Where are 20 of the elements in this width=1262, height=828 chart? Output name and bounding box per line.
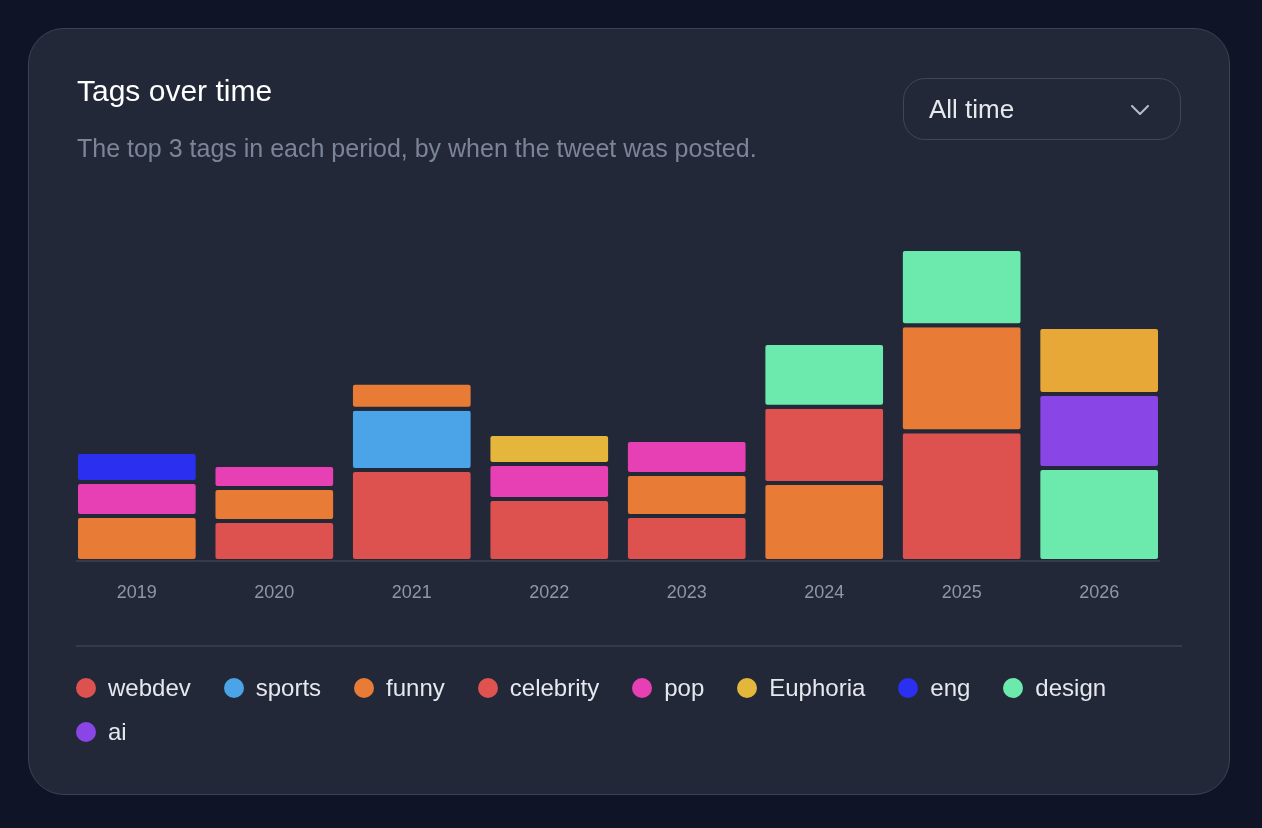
x-tick-label: 2021 <box>391 582 432 602</box>
chart-subtitle: The top 3 tags in each period, by when the tweet was posted. <box>77 133 758 164</box>
x-tick-label: 2020 <box>254 582 295 602</box>
x-tick-label: 2022 <box>529 582 570 602</box>
x-tick-label: 2019 <box>116 582 157 602</box>
x-tick-label: 2026 <box>1079 582 1120 602</box>
legend-label: pop <box>664 674 705 702</box>
legend-label: ai <box>108 718 127 746</box>
legend-label: Euphoria <box>769 674 866 702</box>
legend-label: celebrity <box>509 674 600 702</box>
legend-label: funny <box>386 674 445 702</box>
legend-label: eng <box>930 674 971 702</box>
x-tick-label: 2024 <box>804 582 845 602</box>
x-tick-label: 2025 <box>941 582 982 602</box>
legend-label: sports <box>255 674 322 702</box>
dropdown: All time <box>903 78 1181 140</box>
x-tick-label: 2023 <box>666 582 707 602</box>
legend-label: webdev <box>108 674 191 702</box>
chart-title: Tags over time <box>77 74 273 108</box>
legend-label: design <box>1035 674 1107 702</box>
